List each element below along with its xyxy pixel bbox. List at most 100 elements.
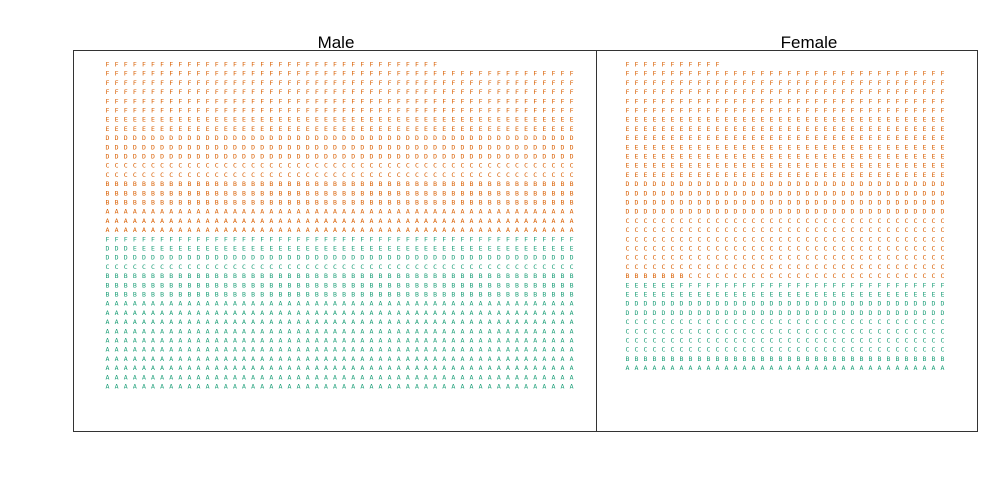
letter-mark-female: F bbox=[698, 107, 702, 115]
letter-mark-male: B bbox=[397, 180, 401, 188]
letter-mark-male: B bbox=[115, 272, 119, 280]
letter-mark-male: A bbox=[570, 327, 574, 335]
letter-mark-female: C bbox=[896, 318, 900, 326]
letter-mark-female: F bbox=[635, 61, 639, 69]
letter-mark-female: E bbox=[788, 291, 792, 299]
letter-mark-female: C bbox=[635, 254, 639, 262]
letter-mark-female: A bbox=[635, 364, 639, 372]
letter-mark-female: E bbox=[896, 153, 900, 161]
letter-mark-male: F bbox=[106, 235, 110, 243]
letter-mark-male: F bbox=[424, 235, 428, 243]
letter-mark-male: C bbox=[242, 171, 246, 179]
letter-mark-male: B bbox=[260, 199, 264, 207]
letter-mark-female: C bbox=[689, 217, 693, 225]
letter-mark-male: B bbox=[488, 281, 492, 289]
letter-mark-male: A bbox=[187, 327, 191, 335]
letter-mark-female: C bbox=[860, 235, 864, 243]
letter-mark-female: E bbox=[806, 291, 810, 299]
letter-mark-male: B bbox=[360, 291, 364, 299]
letter-mark-male: F bbox=[297, 61, 301, 69]
letter-mark-male: F bbox=[406, 88, 410, 96]
letter-mark-male: F bbox=[570, 97, 574, 105]
letter-mark-male: B bbox=[197, 281, 201, 289]
letter-mark-male: B bbox=[460, 180, 464, 188]
letter-mark-male: A bbox=[479, 346, 483, 354]
letter-mark-male: B bbox=[570, 189, 574, 197]
letter-mark-male: A bbox=[242, 217, 246, 225]
letter-mark-female: F bbox=[806, 281, 810, 289]
letter-mark-female: C bbox=[914, 217, 918, 225]
letter-mark-male: A bbox=[388, 226, 392, 234]
letter-mark-male: A bbox=[297, 346, 301, 354]
letter-mark-female: E bbox=[869, 162, 873, 170]
letter-mark-male: A bbox=[460, 226, 464, 234]
letter-mark-male: A bbox=[233, 226, 237, 234]
letter-mark-female: F bbox=[734, 281, 738, 289]
letter-mark-female: D bbox=[743, 180, 747, 188]
letter-mark-female: D bbox=[887, 309, 891, 317]
letter-mark-male: B bbox=[533, 272, 537, 280]
letter-mark-female: D bbox=[743, 199, 747, 207]
letter-mark-male: A bbox=[542, 208, 546, 216]
letter-mark-female: E bbox=[824, 134, 828, 142]
letter-mark-male: F bbox=[160, 235, 164, 243]
letter-mark-male: A bbox=[479, 318, 483, 326]
letter-mark-male: B bbox=[269, 189, 273, 197]
letter-mark-male: A bbox=[342, 355, 346, 363]
letter-mark-female: E bbox=[698, 171, 702, 179]
letter-mark-male: D bbox=[106, 254, 110, 262]
letter-mark-female: C bbox=[905, 327, 909, 335]
letter-mark-male: A bbox=[151, 300, 155, 308]
letter-mark-male: A bbox=[433, 318, 437, 326]
letter-mark-male: B bbox=[497, 199, 501, 207]
letter-mark-female: E bbox=[878, 116, 882, 124]
letter-mark-male: A bbox=[269, 337, 273, 345]
letter-mark-male: A bbox=[351, 327, 355, 335]
letter-mark-male: E bbox=[333, 245, 337, 253]
letter-mark-female: E bbox=[932, 125, 936, 133]
letter-mark-male: B bbox=[324, 281, 328, 289]
letter-mark-male: A bbox=[224, 346, 228, 354]
letter-mark-female: D bbox=[635, 300, 639, 308]
letter-mark-male: F bbox=[315, 70, 319, 78]
letter-mark-female: F bbox=[626, 61, 630, 69]
letter-mark-female: F bbox=[869, 97, 873, 105]
letter-mark-male: A bbox=[388, 337, 392, 345]
letter-mark-male: B bbox=[488, 199, 492, 207]
letter-mark-female: E bbox=[923, 291, 927, 299]
letter-mark-male: F bbox=[570, 235, 574, 243]
letter-mark-male: A bbox=[388, 217, 392, 225]
letter-mark-male: C bbox=[269, 162, 273, 170]
letter-mark-male: A bbox=[297, 226, 301, 234]
letter-mark-male: F bbox=[460, 107, 464, 115]
letter-mark-female: D bbox=[896, 309, 900, 317]
letter-mark-female: E bbox=[689, 143, 693, 151]
letter-mark-female: C bbox=[626, 346, 630, 354]
letter-mark-male: A bbox=[488, 327, 492, 335]
letter-mark-female: F bbox=[914, 97, 918, 105]
letter-mark-male: A bbox=[224, 383, 228, 391]
letter-mark-male: C bbox=[451, 171, 455, 179]
letter-mark-male: F bbox=[488, 70, 492, 78]
letter-mark-male: E bbox=[388, 245, 392, 253]
letter-mark-female: E bbox=[743, 291, 747, 299]
letter-mark-male: B bbox=[260, 291, 264, 299]
letter-mark-male: B bbox=[288, 272, 292, 280]
letter-mark-male: A bbox=[215, 309, 219, 317]
letter-mark-male: B bbox=[497, 281, 501, 289]
letter-mark-male: C bbox=[115, 171, 119, 179]
letter-mark-male: B bbox=[242, 180, 246, 188]
letter-mark-male: A bbox=[470, 300, 474, 308]
letter-mark-female: D bbox=[707, 309, 711, 317]
letter-mark-male: B bbox=[242, 189, 246, 197]
letter-mark-male: A bbox=[142, 318, 146, 326]
letter-mark-male: B bbox=[315, 199, 319, 207]
letter-mark-female: B bbox=[860, 355, 864, 363]
letter-mark-female: E bbox=[653, 171, 657, 179]
letter-mark-male: B bbox=[333, 272, 337, 280]
letter-mark-male: A bbox=[169, 318, 173, 326]
letter-mark-male: D bbox=[515, 254, 519, 262]
letter-mark-male: D bbox=[224, 134, 228, 142]
letter-mark-female: E bbox=[734, 153, 738, 161]
letter-mark-male: A bbox=[278, 327, 282, 335]
